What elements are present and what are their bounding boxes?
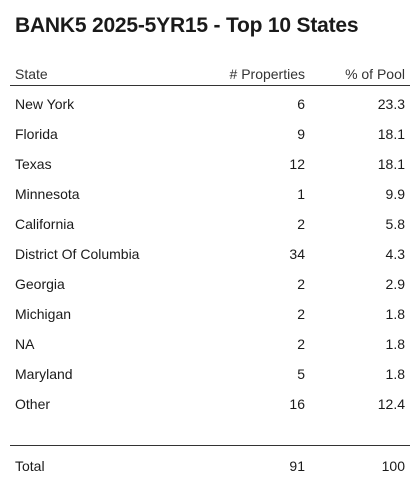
table-header: State # Properties % of Pool bbox=[15, 66, 409, 86]
cell-state: Maryland bbox=[15, 366, 73, 382]
cell-pct-pool: 18.1 bbox=[377, 126, 405, 142]
table-row: New York 6 23.3 bbox=[15, 96, 409, 116]
cell-properties: 9 bbox=[297, 126, 305, 142]
cell-properties: 6 bbox=[297, 96, 305, 112]
total-divider bbox=[10, 445, 410, 446]
cell-properties: 2 bbox=[297, 336, 305, 352]
cell-properties: 1 bbox=[297, 186, 305, 202]
cell-state: Minnesota bbox=[15, 186, 80, 202]
cell-pct-pool: 9.9 bbox=[385, 186, 405, 202]
table-row: Texas 12 18.1 bbox=[15, 156, 409, 176]
header-state: State bbox=[15, 66, 48, 82]
cell-properties: 34 bbox=[289, 246, 305, 262]
cell-properties: 2 bbox=[297, 216, 305, 232]
cell-state: Georgia bbox=[15, 276, 65, 292]
table-row: District Of Columbia 34 4.3 bbox=[15, 246, 409, 266]
total-label: Total bbox=[15, 458, 45, 474]
cell-state: District Of Columbia bbox=[15, 246, 140, 262]
total-pct-pool: 100 bbox=[381, 458, 405, 474]
cell-properties: 2 bbox=[297, 276, 305, 292]
header-properties: # Properties bbox=[229, 66, 305, 82]
table-row: Florida 9 18.1 bbox=[15, 126, 409, 146]
header-pct-pool: % of Pool bbox=[345, 66, 405, 82]
table-row: Georgia 2 2.9 bbox=[15, 276, 409, 296]
cell-pct-pool: 18.1 bbox=[377, 156, 405, 172]
cell-pct-pool: 5.8 bbox=[385, 216, 405, 232]
total-properties: 91 bbox=[289, 458, 305, 474]
cell-state: Other bbox=[15, 396, 51, 412]
table-row: NA 2 1.8 bbox=[15, 336, 409, 356]
table-row: Other 16 12.4 bbox=[15, 396, 409, 416]
cell-state: Michigan bbox=[15, 306, 72, 322]
cell-pct-pool: 1.8 bbox=[385, 366, 405, 382]
cell-properties: 16 bbox=[289, 396, 305, 412]
cell-properties: 12 bbox=[289, 156, 305, 172]
cell-state: California bbox=[15, 216, 75, 232]
page-title: BANK5 2025-5YR15 - Top 10 States bbox=[15, 14, 359, 37]
cell-properties: 2 bbox=[297, 306, 305, 322]
cell-pct-pool: 1.8 bbox=[385, 306, 405, 322]
cell-pct-pool: 23.3 bbox=[377, 96, 405, 112]
table-row: Maryland 5 1.8 bbox=[15, 366, 409, 386]
cell-state: NA bbox=[15, 336, 35, 352]
cell-pct-pool: 4.3 bbox=[385, 246, 405, 262]
table-row: Michigan 2 1.8 bbox=[15, 306, 409, 326]
cell-state: Texas bbox=[15, 156, 52, 172]
table-row: California 2 5.8 bbox=[15, 216, 409, 236]
cell-pct-pool: 2.9 bbox=[385, 276, 405, 292]
cell-pct-pool: 12.4 bbox=[377, 396, 405, 412]
cell-state: New York bbox=[15, 96, 75, 112]
table-row: Minnesota 1 9.9 bbox=[15, 186, 409, 206]
total-row: Total 91 100 bbox=[15, 458, 409, 478]
cell-state: Florida bbox=[15, 126, 58, 142]
cell-pct-pool: 1.8 bbox=[385, 336, 405, 352]
header-divider bbox=[10, 85, 410, 86]
cell-properties: 5 bbox=[297, 366, 305, 382]
